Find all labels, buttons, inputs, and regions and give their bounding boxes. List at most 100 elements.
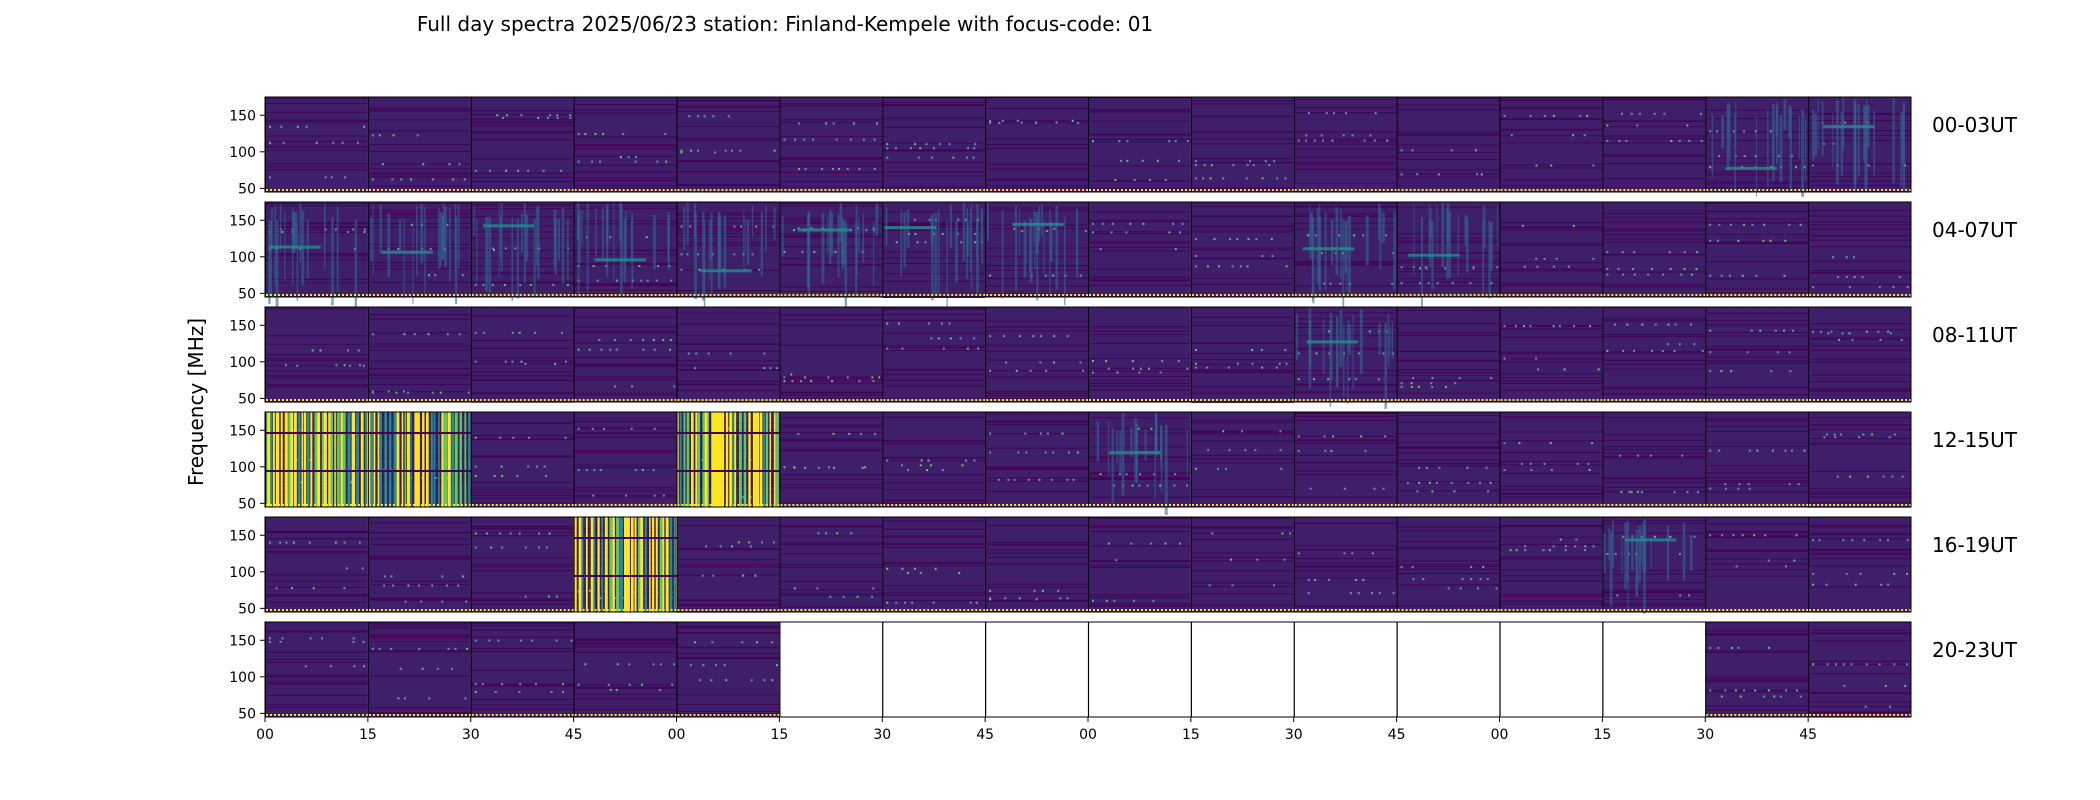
spectrum-panel [1396, 97, 1500, 192]
spectrum-panel [779, 622, 883, 717]
spectrum-panel [1705, 307, 1809, 402]
x-tick-label: 45 [1799, 727, 1817, 743]
spectrum-panel [1499, 307, 1603, 402]
spectrum-panel [676, 97, 780, 192]
y-tick-label: 150 [229, 528, 256, 544]
x-tick-label: 00 [1491, 727, 1509, 743]
y-tick-label: 50 [238, 496, 256, 512]
spectrum-panel [1808, 202, 1912, 297]
spectrum-panel [367, 307, 471, 402]
spectrum-panel [1602, 202, 1706, 297]
row-frame [264, 201, 1912, 298]
spectrum-panel [470, 517, 574, 612]
spectrum-panel [470, 307, 574, 403]
y-tick-label: 100 [229, 670, 256, 686]
spectrum-panel [1808, 517, 1912, 612]
spectrum-panel [985, 517, 1089, 612]
spectrum-panel [676, 412, 780, 507]
spectra-row-04-07UT: 50 100 150 04-07UT [229, 201, 2018, 311]
spectrum-panel [1602, 622, 1706, 717]
spectrum-panel [470, 202, 574, 301]
y-tick-label: 100 [229, 145, 256, 161]
spectrum-panel [470, 97, 574, 192]
spectrum-panel [573, 622, 677, 717]
row-frame [264, 411, 1912, 508]
spectrum-panel [1190, 307, 1294, 403]
spectrum-panel [985, 307, 1089, 402]
spectrum-panel [265, 202, 368, 309]
spectrum-panel [1705, 412, 1809, 508]
x-tick-label: 45 [565, 727, 583, 743]
spectrum-panel [1808, 97, 1912, 192]
spectrum-panel [367, 517, 471, 612]
spectrum-panel [1293, 202, 1397, 307]
spectrum-panel [1602, 97, 1706, 192]
spectrum-panel [985, 622, 1088, 717]
spectrum-panel [1293, 412, 1397, 507]
spectrum-panel [779, 202, 884, 311]
spectrum-panel [1190, 517, 1294, 612]
row-frame [264, 96, 1912, 193]
spectrum-panel [265, 517, 368, 612]
spectrum-panel [1808, 622, 1912, 717]
spectrum-panel [470, 622, 574, 717]
y-tick-label: 100 [229, 460, 256, 476]
spectrum-panel [1396, 307, 1500, 402]
x-tick-label: 00 [1079, 727, 1097, 743]
y-tick-label: 150 [229, 423, 256, 439]
spectrum-panel [1087, 622, 1191, 717]
x-tick-label: 15 [1593, 727, 1611, 743]
spectra-row-20-23UT: 50 100 150 20-23UT [229, 621, 2018, 722]
y-tick-label: 150 [229, 108, 256, 124]
spectrum-panel [985, 412, 1089, 507]
y-tick-label: 50 [238, 601, 256, 617]
spectrum-panel [1190, 97, 1294, 192]
spectrum-panel [1602, 307, 1706, 402]
spectrum-panel [1396, 412, 1500, 507]
spectrum-panel [1602, 517, 1706, 614]
x-tick-label: 15 [359, 727, 377, 743]
spectrum-panel [265, 97, 368, 192]
row-label: 00-03UT [1932, 113, 2018, 137]
spectrum-panel [1705, 97, 1809, 197]
x-tick-label: 30 [1696, 727, 1714, 743]
spectrum-panel [367, 622, 471, 717]
spectrum-panel [573, 307, 677, 402]
x-tick-label: 45 [976, 727, 994, 743]
spectrum-panel [1808, 307, 1912, 402]
spectra-row-16-19UT: 50 100 150 16-19UT [229, 516, 2018, 617]
x-tick-label: 00 [256, 727, 274, 743]
spectrum-panel [1499, 517, 1603, 612]
spectrum-panel [676, 202, 780, 309]
spectrum-panel [676, 307, 780, 402]
spectrum-panel [1293, 622, 1397, 717]
spectra-row-12-15UT: 50 100 150 12-15UT [229, 411, 2018, 515]
y-tick-label: 100 [229, 355, 256, 371]
spectrum-panel [882, 307, 986, 402]
y-tick-label: 150 [229, 318, 256, 334]
x-tick-label: 30 [873, 727, 891, 743]
spectrum-panel [1705, 202, 1809, 297]
spectrum-panel [1499, 412, 1603, 507]
spectrum-panel [985, 202, 1089, 305]
x-tick-label: 30 [462, 727, 480, 743]
spectrum-panel [882, 412, 986, 507]
x-tick-label: 15 [770, 727, 788, 743]
row-frame [264, 306, 1912, 403]
spectrum-panel [1088, 517, 1191, 612]
spectrum-panel [1499, 622, 1603, 717]
spectrum-panel [676, 622, 780, 717]
spectrum-panel [1808, 412, 1912, 508]
row-label: 08-11UT [1932, 323, 2018, 347]
y-tick-label: 50 [238, 391, 256, 407]
spectrum-panel [1190, 622, 1294, 717]
y-tick-label: 100 [229, 565, 256, 581]
spectrum-panel [1190, 202, 1294, 297]
y-tick-label: 150 [229, 213, 256, 229]
spectrum-panel [882, 622, 986, 717]
spectrum-panel [1705, 517, 1809, 613]
spectrum-panel [1293, 307, 1397, 409]
spectrum-panel [265, 412, 369, 507]
spectrum-panel [1293, 97, 1397, 193]
